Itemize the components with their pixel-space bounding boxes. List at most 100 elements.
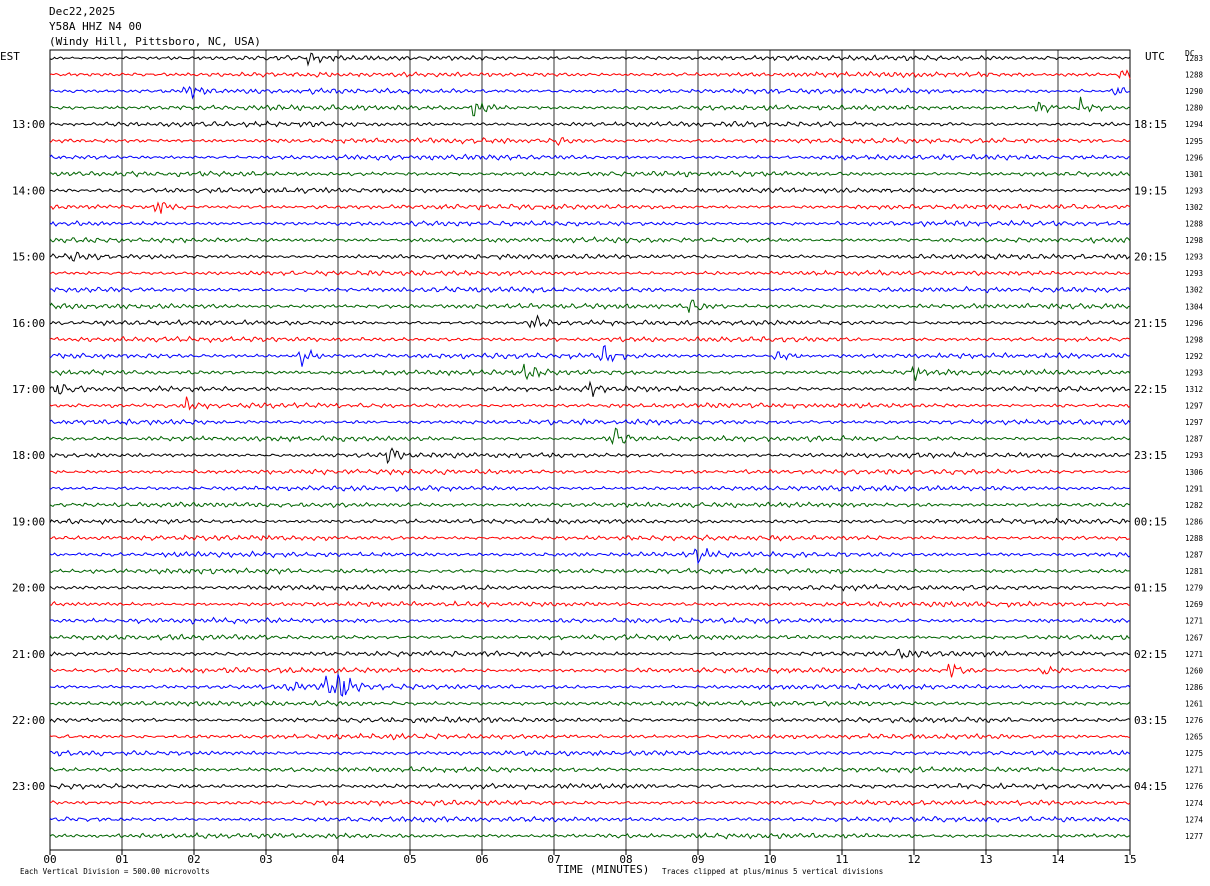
x-tick-label: 11 <box>835 853 848 866</box>
trace-row-23 <box>49 427 1131 446</box>
trace-row-46 <box>49 815 1130 823</box>
dc-offset-label: 1312 <box>1185 385 1203 394</box>
dc-column-label: DC <box>1185 49 1195 58</box>
dc-offset-label: 1280 <box>1185 104 1204 113</box>
left-hour-label: 18:00 <box>12 449 45 462</box>
trace-row-10 <box>49 219 1131 228</box>
trace-row-6 <box>49 153 1131 161</box>
trace-row-7 <box>49 170 1131 178</box>
x-tick-label: 04 <box>331 853 345 866</box>
x-axis-title: TIME (MINUTES) <box>557 863 650 876</box>
left-hour-label: 13:00 <box>12 118 45 131</box>
left-hour-label: 17:00 <box>12 383 45 396</box>
trace-row-40 <box>49 716 1131 724</box>
dc-offset-label: 1269 <box>1185 600 1203 609</box>
dc-offset-label: 1292 <box>1185 352 1203 361</box>
plot-date: Dec22,2025 <box>49 5 116 18</box>
right-hour-label: 22:15 <box>1134 383 1167 396</box>
trace-row-8 <box>49 186 1131 195</box>
trace-row-41 <box>49 732 1131 741</box>
trace-row-31 <box>49 567 1130 575</box>
x-tick-label: 03 <box>259 853 272 866</box>
trace-row-5 <box>49 136 1131 146</box>
dc-offset-label: 1302 <box>1185 203 1203 212</box>
trace-row-24 <box>49 447 1131 465</box>
trace-row-17 <box>49 335 1131 344</box>
dc-offset-label: 1293 <box>1185 253 1203 262</box>
x-tick-label: 09 <box>691 853 704 866</box>
dc-offset-label: 1271 <box>1185 617 1203 626</box>
dc-offset-label: 1296 <box>1185 153 1204 162</box>
dc-offset-label: 1286 <box>1185 517 1204 526</box>
left-hour-label: 23:00 <box>12 780 45 793</box>
x-tick-label: 13 <box>979 853 992 866</box>
dc-offset-label: 1296 <box>1185 319 1204 328</box>
x-tick-label: 15 <box>1123 853 1136 866</box>
dc-offset-label: 1282 <box>1185 501 1203 510</box>
plot-frame <box>49 49 1131 851</box>
trace-row-13 <box>49 269 1131 277</box>
dc-offset-label: 1302 <box>1185 286 1203 295</box>
trace-row-39 <box>49 699 1131 707</box>
trace-row-12 <box>49 251 1131 262</box>
dc-offset-label: 1288 <box>1185 220 1204 229</box>
dc-offset-label: 1293 <box>1185 186 1203 195</box>
x-tick-label: 05 <box>403 853 416 866</box>
left-hour-label: 20:00 <box>12 582 45 595</box>
trace-row-36 <box>49 648 1130 660</box>
dc-offset-label: 1287 <box>1185 551 1203 560</box>
trace-row-33 <box>49 600 1131 608</box>
dc-offset-label: 1271 <box>1185 766 1203 775</box>
trace-row-26 <box>49 484 1131 492</box>
trace-row-34 <box>49 616 1131 625</box>
dc-offset-label: 1279 <box>1185 584 1203 593</box>
left-hour-label: 19:00 <box>12 515 45 528</box>
dc-offset-label: 1297 <box>1185 418 1203 427</box>
trace-row-20 <box>49 380 1131 397</box>
trace-row-25 <box>49 468 1131 476</box>
x-tick-label: 10 <box>763 853 776 866</box>
trace-row-11 <box>49 236 1131 245</box>
trace-row-47 <box>49 832 1131 840</box>
trace-row-32 <box>49 583 1131 592</box>
trace-row-16 <box>49 314 1131 329</box>
trace-row-15 <box>49 299 1131 313</box>
dc-offset-label: 1291 <box>1185 484 1203 493</box>
dc-offset-label: 1274 <box>1185 799 1204 808</box>
trace-row-38 <box>49 673 1131 697</box>
trace-row-28 <box>49 517 1131 526</box>
dc-offset-label: 1306 <box>1185 468 1204 477</box>
right-timezone-label: UTC <box>1145 50 1165 63</box>
dc-offset-label: 1298 <box>1185 335 1204 344</box>
left-hour-label: 15:00 <box>12 251 45 264</box>
clip-note: Traces clipped at plus/minus 5 vertical … <box>662 867 883 876</box>
right-hour-label: 00:15 <box>1134 515 1167 528</box>
dc-offset-label: 1281 <box>1185 567 1203 576</box>
trace-row-2 <box>49 85 1131 100</box>
dc-offset-label: 1301 <box>1185 170 1203 179</box>
x-tick-label: 06 <box>475 853 488 866</box>
x-tick-label: 00 <box>43 853 56 866</box>
scale-note: Each Vertical Division = 500.00 microvol… <box>20 867 210 876</box>
left-hour-label: 16:00 <box>12 317 45 330</box>
trace-row-35 <box>49 633 1131 642</box>
trace-row-4 <box>49 120 1131 128</box>
trace-row-1 <box>49 69 1131 80</box>
left-hour-label: 22:00 <box>12 714 45 727</box>
dc-offset-label: 1267 <box>1185 633 1203 642</box>
dc-offset-label: 1290 <box>1185 87 1204 96</box>
dc-offset-label: 1274 <box>1185 815 1204 824</box>
trace-row-18 <box>49 344 1131 367</box>
right-hour-label: 18:15 <box>1134 118 1167 131</box>
trace-row-43 <box>49 765 1131 774</box>
dc-offset-label: 1297 <box>1185 402 1203 411</box>
left-hour-label: 21:00 <box>12 648 45 661</box>
dc-offset-label: 1295 <box>1185 137 1203 146</box>
right-hour-label: 20:15 <box>1134 251 1167 264</box>
trace-row-42 <box>49 749 1131 757</box>
dc-offset-label: 1265 <box>1185 733 1203 742</box>
dc-offset-label: 1275 <box>1185 749 1203 758</box>
trace-row-22 <box>49 418 1131 427</box>
left-hour-label: 14:00 <box>12 184 45 197</box>
